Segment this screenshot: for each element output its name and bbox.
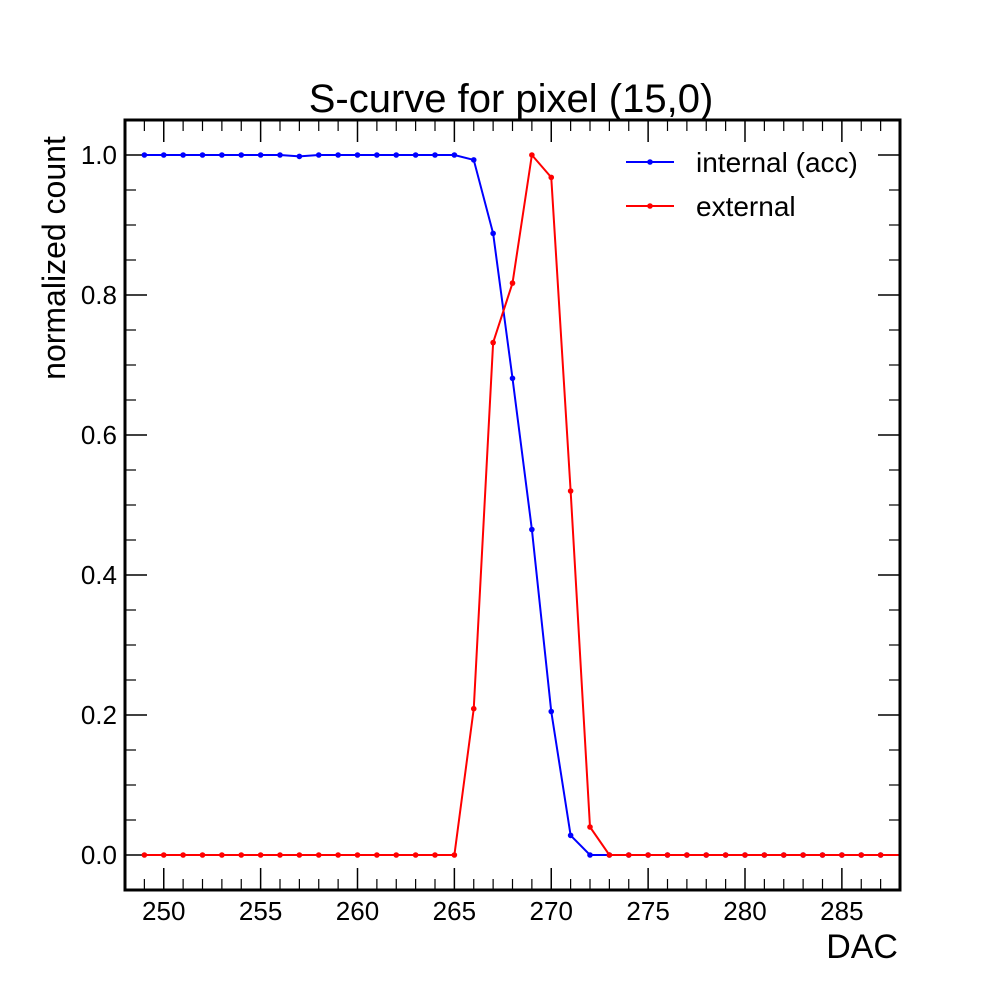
x-axis-label: DAC — [826, 928, 898, 966]
data-point-internal-acc — [374, 152, 380, 158]
data-point-internal-acc — [490, 230, 496, 237]
data-point-internal-acc — [219, 152, 225, 158]
data-point-external — [742, 852, 748, 858]
data-point-internal-acc — [354, 152, 361, 158]
data-point-external — [199, 852, 206, 858]
data-point-external — [529, 152, 535, 158]
y-tick-label: 0.0 — [81, 840, 117, 870]
plot-series — [141, 152, 900, 858]
data-point-internal-acc — [393, 152, 400, 158]
legend-marker — [647, 159, 653, 165]
x-tick-label: 255 — [239, 896, 282, 926]
data-point-external — [451, 852, 458, 858]
data-point-external — [548, 174, 555, 181]
data-point-external — [509, 280, 516, 286]
data-point-internal-acc — [257, 152, 264, 158]
data-point-external — [219, 852, 225, 858]
data-point-external — [800, 852, 806, 858]
data-point-external — [703, 852, 710, 858]
data-point-external — [393, 852, 400, 858]
data-point-external — [374, 852, 380, 858]
data-point-internal-acc — [238, 152, 245, 158]
data-point-external — [315, 852, 322, 858]
data-point-external — [141, 852, 148, 858]
data-point-external — [335, 852, 341, 858]
data-point-internal-acc — [567, 832, 574, 839]
series-line-internal-acc — [144, 154, 900, 856]
data-point-external — [645, 852, 651, 858]
plot-frame — [123, 118, 902, 892]
data-point-internal-acc — [509, 375, 516, 382]
data-point-external — [606, 852, 613, 858]
data-point-external — [858, 852, 865, 858]
data-point-external — [412, 852, 419, 858]
chart-title: S-curve for pixel (15,0) — [309, 77, 714, 121]
data-point-external — [160, 852, 167, 858]
x-tick-label: 280 — [723, 896, 766, 926]
x-tick-label: 260 — [336, 896, 379, 926]
data-point-external — [432, 852, 438, 858]
data-point-external — [470, 705, 477, 712]
data-point-internal-acc — [180, 152, 186, 158]
data-point-external — [664, 852, 671, 858]
data-point-external — [354, 852, 361, 858]
data-point-external — [839, 852, 845, 858]
data-point-internal-acc — [160, 152, 167, 158]
data-point-external — [819, 852, 826, 858]
y-tick-label: 0.4 — [81, 560, 117, 590]
x-tick-label: 270 — [530, 896, 573, 926]
data-point-external — [490, 339, 496, 346]
x-tick-label: 250 — [142, 896, 185, 926]
x-tick-label: 275 — [626, 896, 669, 926]
data-point-internal-acc — [277, 152, 283, 158]
legend-marker — [647, 203, 653, 209]
data-point-external — [238, 852, 245, 858]
data-point-external — [780, 852, 787, 858]
data-point-internal-acc — [451, 152, 458, 158]
data-point-internal-acc — [412, 152, 419, 158]
legend: internal (acc) external — [626, 147, 858, 222]
data-point-internal-acc — [587, 852, 593, 858]
series-line-external — [144, 152, 900, 856]
y-tick-label: 0.8 — [81, 280, 117, 310]
data-point-external — [877, 852, 884, 858]
data-point-internal-acc — [296, 153, 303, 160]
data-point-external — [587, 824, 593, 830]
data-point-external — [567, 488, 574, 494]
data-point-internal-acc — [432, 152, 438, 158]
data-point-internal-acc — [335, 152, 341, 158]
data-point-external — [257, 852, 264, 858]
data-point-external — [684, 852, 690, 858]
data-point-external — [277, 852, 283, 858]
data-point-external — [180, 852, 186, 858]
legend-label: internal (acc) — [696, 147, 858, 178]
data-point-internal-acc — [141, 152, 148, 158]
axis-ticks: 250 255 260 265 270 275 280 285 0.0 0.2 0.4 0.6 0.8 1… — [81, 119, 901, 926]
y-tick-label: 0.6 — [81, 420, 117, 450]
y-tick-label: 1.0 — [81, 140, 117, 170]
data-point-internal-acc — [199, 152, 206, 158]
x-tick-label: 285 — [820, 896, 863, 926]
data-point-internal-acc — [529, 526, 535, 533]
data-point-internal-acc — [548, 708, 555, 715]
data-point-internal-acc — [315, 152, 322, 158]
data-point-external — [625, 852, 632, 858]
data-point-internal-acc — [470, 157, 477, 163]
data-point-external — [761, 852, 768, 858]
y-tick-label: 0.2 — [81, 700, 117, 730]
data-point-external — [296, 852, 303, 858]
data-point-external — [722, 852, 729, 858]
x-tick-label: 265 — [433, 896, 476, 926]
legend-label: external — [696, 191, 796, 222]
y-axis-label: normalized count — [36, 136, 72, 380]
